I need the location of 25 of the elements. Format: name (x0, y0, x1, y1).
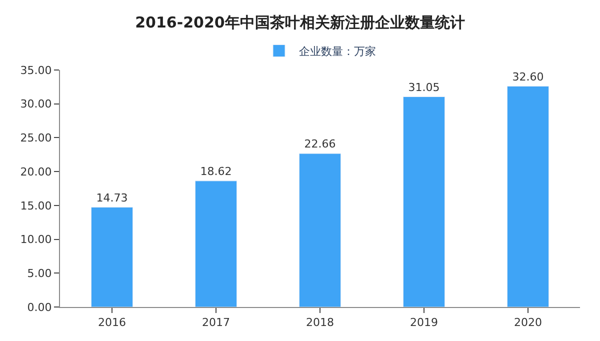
y-tick-label: 15.00 (20, 199, 52, 212)
bar (194, 180, 238, 307)
bar (402, 96, 446, 307)
bar (506, 86, 550, 307)
bar (298, 153, 342, 307)
x-tick-label: 2020 (514, 316, 542, 330)
legend-label: 企业数量：万家 (299, 45, 376, 58)
chart-title: 2016-2020年中国茶叶相关新注册企业数量统计 (135, 14, 465, 32)
y-tick-label: 20.00 (20, 165, 52, 178)
y-tick-label: 0.00 (27, 300, 52, 314)
y-tick-label: 30.00 (20, 98, 52, 111)
data-label: 22.66 (304, 138, 336, 151)
x-tick-label: 2017 (202, 316, 230, 330)
x-tick-label: 2016 (98, 316, 126, 330)
y-tick-label: 35.00 (20, 64, 52, 77)
bar (90, 207, 134, 307)
y-tick-label: 5.00 (27, 266, 52, 280)
x-tick-label: 2019 (410, 316, 438, 330)
x-tick-label: 2018 (306, 316, 334, 330)
y-tick-label: 25.00 (20, 132, 52, 145)
data-label: 32.60 (512, 70, 544, 84)
y-tick-label: 10.00 (20, 233, 52, 246)
data-label: 14.73 (96, 191, 128, 204)
data-label: 31.05 (408, 80, 440, 94)
data-label: 18.62 (200, 164, 232, 178)
